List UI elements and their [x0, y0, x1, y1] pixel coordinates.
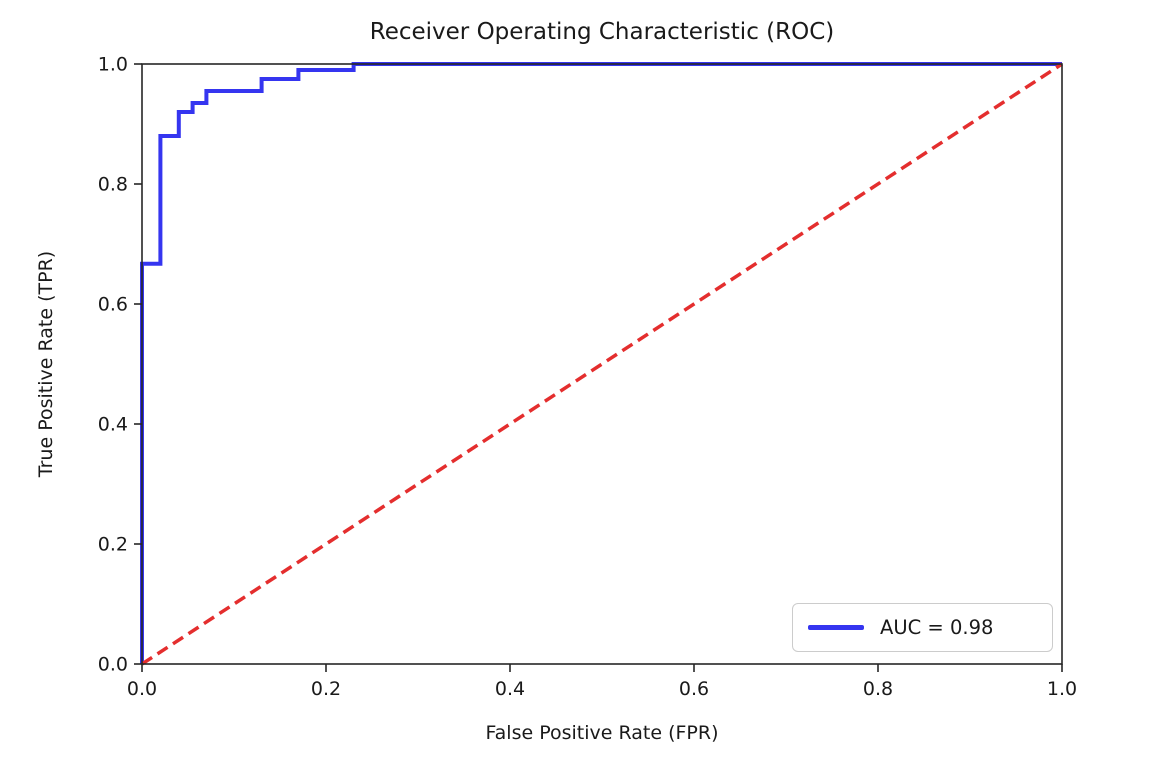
x-tick-label: 0.6 [679, 678, 709, 700]
x-tick-label: 0.0 [127, 678, 157, 700]
tick-labels-layer: 0.0 0.2 0.4 0.6 0.8 1.0 0.0 0.2 0.4 0.6 0.8 1.0 [98, 54, 1077, 701]
legend: AUC = 0.98 [792, 603, 1053, 652]
legend-label: AUC = 0.98 [880, 616, 994, 639]
roc-curve-line [140, 62, 1062, 664]
x-tick-label: 0.2 [311, 678, 341, 700]
series-layer [140, 62, 1063, 666]
x-tick-label: 1.0 [1047, 678, 1077, 700]
chance-diagonal-line [141, 62, 1063, 666]
y-tick-label: 0.0 [98, 654, 128, 676]
y-tick-label: 0.6 [98, 294, 128, 316]
x-tick-label: 0.4 [495, 678, 525, 700]
chart-title: Receiver Operating Characteristic (ROC) [369, 19, 835, 45]
y-tick-label: 1.0 [98, 54, 128, 76]
axes-layer [134, 63, 1063, 672]
plot-spines [141, 63, 1063, 665]
x-tick-label: 0.8 [863, 678, 893, 700]
y-tick-label: 0.4 [98, 414, 128, 436]
y-tick-label: 0.8 [98, 174, 128, 196]
x-axis-label: False Positive Rate (FPR) [485, 722, 719, 744]
legend-line-sample [808, 625, 864, 630]
y-tick-label: 0.2 [98, 534, 128, 556]
